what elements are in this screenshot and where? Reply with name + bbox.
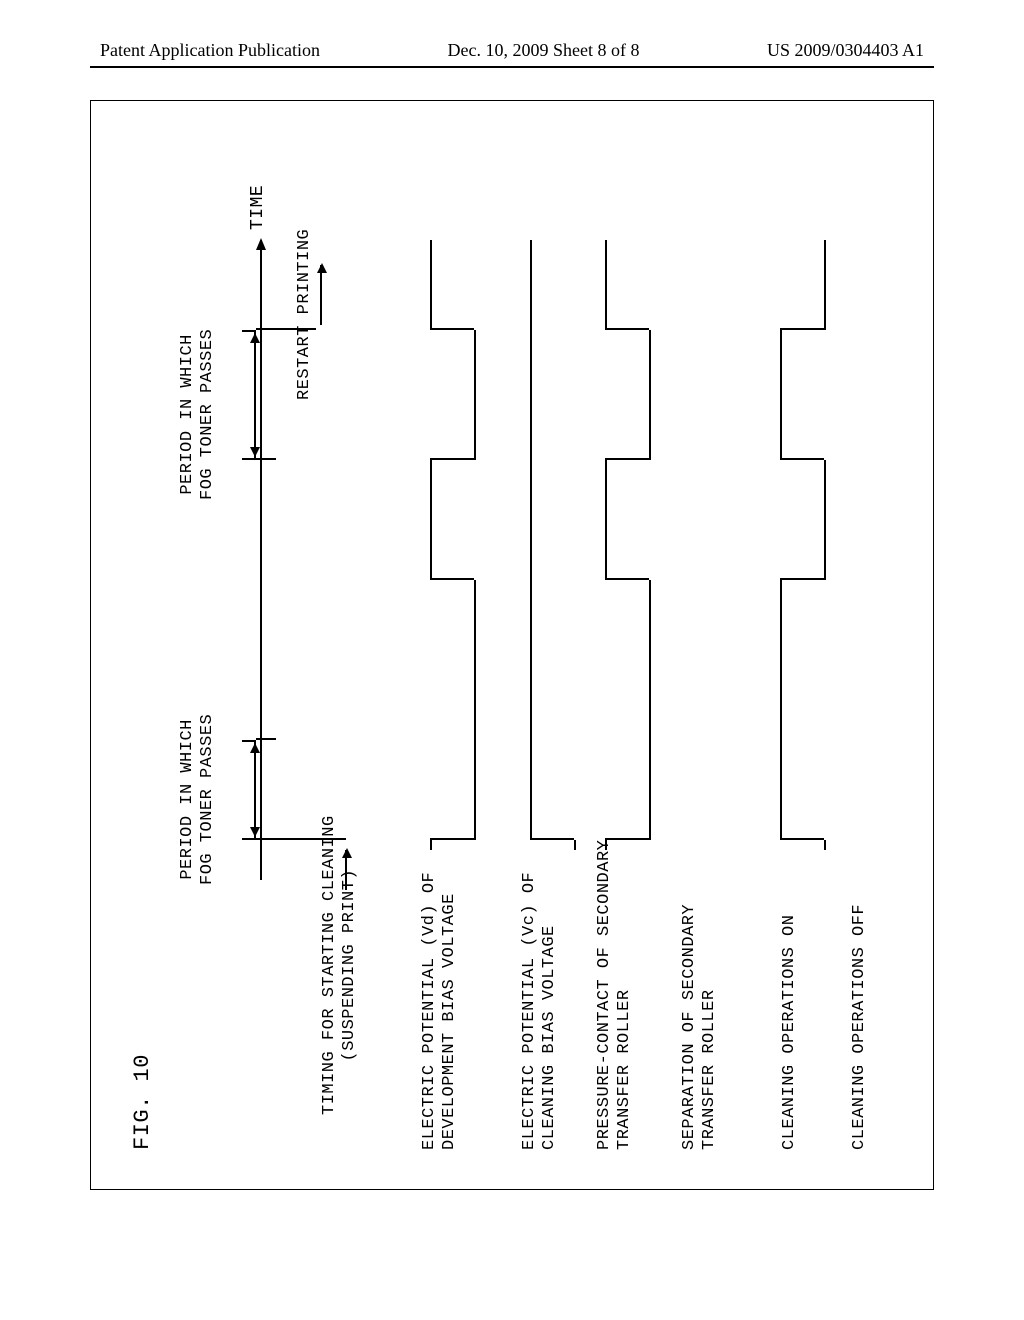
header-left: Patent Application Publication [100, 40, 320, 61]
time-axis [260, 240, 262, 880]
fog-toner-period-label: PERIOD IN WHICH FOG TONER PASSES [178, 329, 217, 500]
diagram-rotation-wrap: FIG. 10 TIME PERIOD IN WHICH FOG TONER P… [0, 270, 1020, 1030]
header-center: Dec. 10, 2009 Sheet 8 of 8 [447, 40, 639, 61]
event-vline [256, 738, 276, 740]
start-cleaning-label: TIMING FOR STARTING CLEANING (SUSPENDING… [320, 815, 359, 1115]
signal-label: SEPARATION OF SECONDARY TRANSFER ROLLER [680, 904, 719, 1150]
fog-toner-period-label: PERIOD IN WHICH FOG TONER PASSES [178, 714, 217, 885]
header-rule [90, 66, 934, 68]
signal-waveform [530, 240, 578, 1160]
restart-printing-arrow [320, 265, 322, 325]
signal-label: CLEANING OPERATIONS OFF [850, 904, 870, 1150]
event-vline [256, 328, 316, 330]
event-vline [256, 838, 346, 840]
header-right: US 2009/0304403 A1 [767, 40, 924, 61]
fog-toner-period [220, 330, 256, 460]
timing-diagram: FIG. 10 TIME PERIOD IN WHICH FOG TONER P… [130, 140, 890, 1160]
signal-waveform [780, 240, 828, 1160]
page-header: Patent Application Publication Dec. 10, … [0, 40, 1024, 61]
signal-waveform [605, 240, 653, 1160]
time-axis-label: TIME [248, 185, 268, 230]
signal-waveform [430, 240, 478, 1160]
fog-toner-period [220, 740, 256, 840]
event-vline [256, 458, 276, 460]
restart-printing-label: RESTART PRINTING [295, 229, 315, 400]
figure-label: FIG. 10 [130, 1054, 155, 1150]
